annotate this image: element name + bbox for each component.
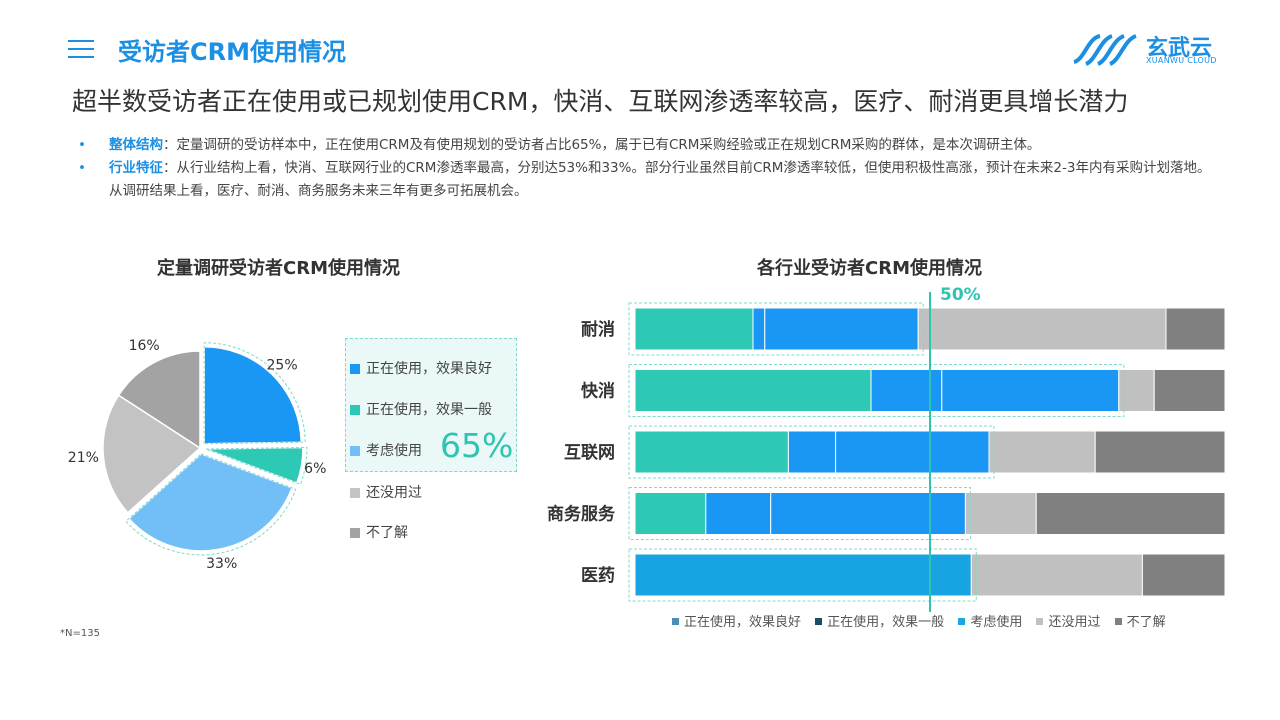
bar-category-label: 快消 [581,381,615,402]
bar-category-label: 医药 [581,565,615,586]
pie-chart: 25% 6% 33% 21% 16% [68,338,327,572]
bar-segment [941,369,1120,412]
legend-swatch [958,618,966,625]
bar-category-label: 互联网 [564,443,615,463]
bar-segment [634,369,872,412]
legend-swatch [350,528,360,538]
bar-segment [764,307,919,351]
legend-label: 正在使用，效果一般 [366,402,492,418]
pie-value-label: 33% [206,556,237,572]
pie-legend-item: 正在使用，效果良好 [350,358,492,378]
pie-legend-item: 不了解 [350,522,408,542]
bar-segment [1035,492,1226,535]
page-title: 受访者CRM使用情况 [118,38,346,66]
bar-legend-item: 还没用过 [1036,615,1100,630]
logo-waves-icon [1073,34,1137,66]
legend-swatch [350,488,360,498]
bar-segment [1094,430,1226,474]
pie-legend-item: 考虑使用 [350,440,422,460]
bar-segment [705,492,772,535]
bar-legend-item: 正在使用，效果良好 [672,615,801,630]
legend-label: 正在使用，效果一般 [827,615,945,630]
bar-segment [634,430,789,474]
bar-highlight-outline [628,364,1125,417]
bar-segment [964,492,1037,535]
menu-icon[interactable] [68,40,94,60]
pie-slice [102,394,202,514]
legend-swatch [1114,618,1122,625]
bullet-item: • 整体结构：定量调研的受访样本中，正在使用CRM及有使用规划的受访者占比65%… [78,134,1218,157]
legend-swatch [350,364,360,374]
bar-segment [787,430,837,474]
bullet-text: ：从行业结构上看，快消、互联网行业的CRM渗透率最高，分别达53%和33%。部分… [109,160,1211,199]
legend-swatch [350,405,360,415]
legend-swatch [1036,618,1044,625]
bar-segment [770,492,966,535]
bar-highlight-outline [628,548,977,602]
pie-chart-title: 定量调研受访者CRM使用情况 [157,258,400,279]
bullet-dot-icon: • [78,137,86,153]
bar-legend: 正在使用，效果良好 正在使用，效果一般 考虑使用 还没用过 不了解 [672,611,1176,630]
legend-highlight-box [345,338,517,472]
pie-value-label: 21% [68,450,99,466]
bar-segment [752,307,766,351]
bar-category-label: 商务服务 [547,504,616,525]
pie-slice [203,345,302,445]
bar-category-label: 耐消 [581,319,615,340]
bar-segment [634,307,754,351]
logo-text: 玄武云 [1146,36,1213,61]
pie-slice-outline [205,446,308,486]
pie-legend-item: 正在使用，效果一般 [350,399,492,419]
legend-label: 不了解 [366,525,408,541]
bar-segment [970,553,1143,597]
bar-segment [1165,307,1226,351]
reference-line-label: 50% [940,285,981,305]
legend-label: 正在使用，效果良好 [366,361,492,377]
bullet-key: 行业特征 [109,160,163,176]
pie-value-label: 6% [304,461,326,477]
pie-slice-outline [203,342,306,445]
legend-label: 还没用过 [1048,615,1101,630]
bar-segment [1141,553,1226,597]
legend-label: 还没用过 [366,485,422,501]
bar-segment [1118,369,1155,412]
bar-segment [1153,369,1226,412]
bar-segment [870,369,943,412]
pie-legend-item: 还没用过 [350,482,422,502]
bar-chart-title: 各行业受访者CRM使用情况 [757,258,982,279]
highlight-percentage: 65% [440,426,514,465]
legend-swatch [672,618,679,625]
legend-swatch [815,618,823,625]
bar-segment [917,307,1167,351]
legend-swatch [350,446,360,456]
logo-subtext: XUANWU CLOUD [1146,56,1217,65]
headline: 超半数受访者正在使用或已规划使用CRM，快消、互联网渗透率较高，医疗、耐消更具增… [72,87,1129,116]
legend-label: 正在使用，效果良好 [684,615,802,630]
bullet-list: • 整体结构：定量调研的受访样本中，正在使用CRM及有使用规划的受访者占比65%… [78,134,1218,203]
bullet-dot-icon: • [78,160,86,176]
pie-value-label: 16% [129,338,160,354]
legend-label: 考虑使用 [970,615,1023,630]
footnote: *N=135 [60,628,100,639]
legend-label: 考虑使用 [366,443,422,459]
pie-slice [117,350,201,450]
bar-highlight-outline [628,487,971,540]
bar-segment [634,553,972,597]
bar-segment [835,430,990,474]
bar-highlight-outline [628,425,995,479]
bar-legend-item: 正在使用，效果一般 [815,615,944,630]
bullet-key: 整体结构 [109,137,163,153]
pie-value-label: 25% [267,358,298,374]
bar-legend-item: 不了解 [1114,615,1166,630]
bullet-text: ：定量调研的受访样本中，正在使用CRM及有使用规划的受访者占比65%，属于已有C… [163,137,1041,153]
bullet-item: • 行业特征：从行业结构上看，快消、互联网行业的CRM渗透率最高，分别达53%和… [78,157,1218,203]
bar-segment [988,430,1096,474]
bar-legend-item: 考虑使用 [958,615,1022,630]
pie-slice [127,453,293,552]
bar-highlight-outline [628,302,924,356]
legend-label: 不了解 [1126,615,1166,630]
bar-segment [634,492,707,535]
